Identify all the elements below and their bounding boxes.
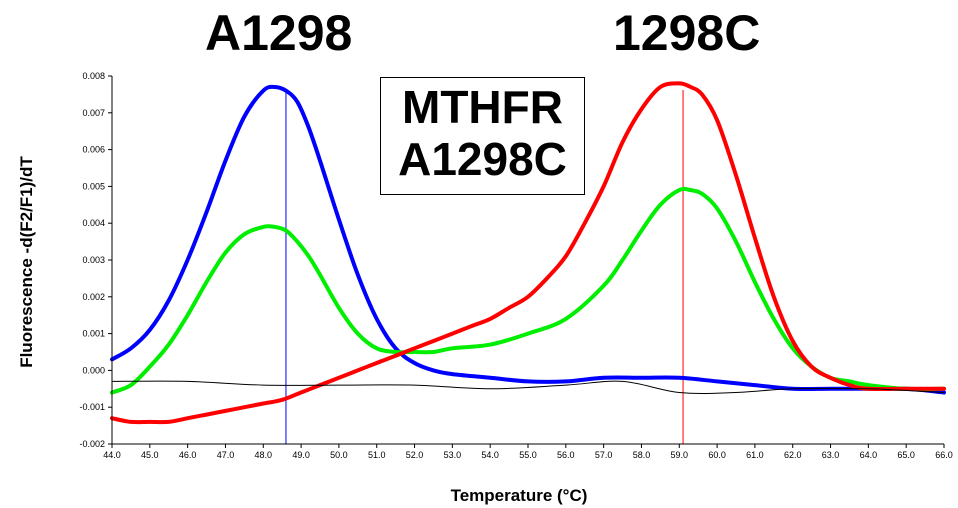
x-tick-label: 50.0	[330, 450, 348, 460]
x-tick-label: 44.0	[103, 450, 121, 460]
y-tick-label: 0.007	[82, 108, 105, 118]
x-tick-label: 48.0	[255, 450, 273, 460]
x-tick-label: 51.0	[368, 450, 386, 460]
x-tick-label: 59.0	[671, 450, 689, 460]
x-tick-label: 61.0	[746, 450, 764, 460]
title-line-2: A1298C	[398, 132, 567, 185]
left-peak-label: A1298	[205, 5, 353, 61]
y-tick-label: 0.006	[82, 145, 105, 155]
y-tick-label: 0.005	[82, 181, 105, 191]
y-tick-label: 0.001	[82, 329, 105, 339]
y-tick-label: 0.002	[82, 292, 105, 302]
x-tick-label: 47.0	[217, 450, 235, 460]
x-tick-label: 58.0	[633, 450, 651, 460]
x-tick-label: 60.0	[708, 450, 726, 460]
x-tick-label: 45.0	[141, 450, 159, 460]
right-peak-label: 1298C	[613, 5, 761, 61]
y-tick-label: 0.003	[82, 255, 105, 265]
x-tick-label: 64.0	[860, 450, 878, 460]
y-tick-label: -0.002	[79, 439, 105, 449]
x-tick-label: 63.0	[822, 450, 840, 460]
x-tick-label: 49.0	[292, 450, 310, 460]
series-line-3	[111, 380, 945, 394]
title-line-1: MTHFR	[402, 81, 563, 133]
x-tick-label: 55.0	[519, 450, 537, 460]
y-axis-label: Fluorescence -d(F2/F1)/dT	[17, 156, 36, 368]
y-tick-label: 0.004	[82, 218, 105, 228]
series-line-0	[110, 84, 946, 395]
y-tick-label: 0.000	[82, 365, 105, 375]
x-tick-label: 46.0	[179, 450, 197, 460]
x-tick-label: 66.0	[935, 450, 953, 460]
x-tick-label: 57.0	[595, 450, 613, 460]
x-tick-label: 62.0	[784, 450, 802, 460]
x-tick-label: 52.0	[406, 450, 424, 460]
x-tick-label: 65.0	[897, 450, 915, 460]
x-tick-label: 56.0	[557, 450, 575, 460]
series-line-2	[110, 81, 946, 425]
x-tick-label: 54.0	[481, 450, 499, 460]
x-tick-label: 53.0	[444, 450, 462, 460]
x-axis-label: Temperature (°C)	[450, 486, 588, 505]
title-annotation-box: MTHFR A1298C	[380, 77, 585, 195]
y-tick-label: -0.001	[79, 402, 105, 412]
y-tick-label: 0.008	[82, 71, 105, 81]
series-line-1	[110, 186, 946, 395]
